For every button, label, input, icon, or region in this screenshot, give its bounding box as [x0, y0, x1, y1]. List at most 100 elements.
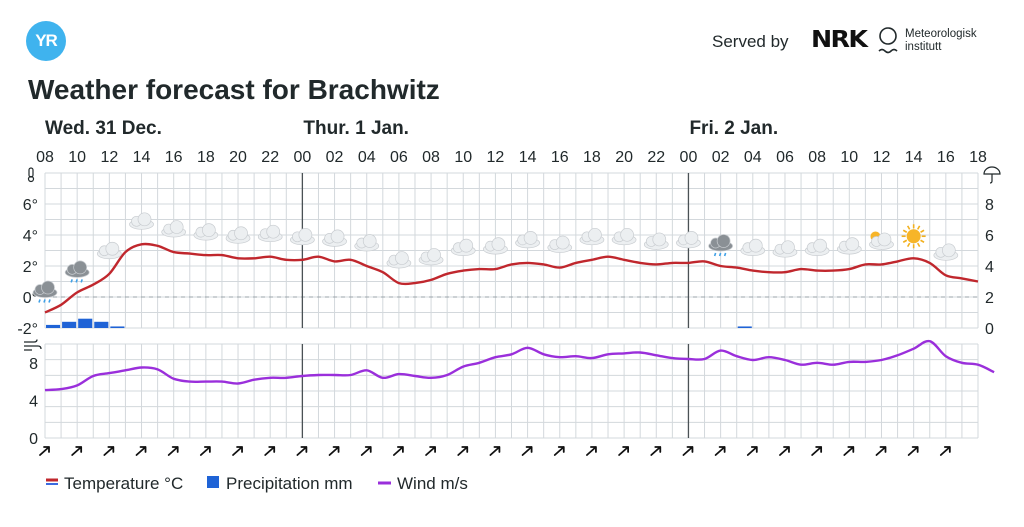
cloud-icon — [579, 227, 605, 246]
legend-wind: Wind m/s — [397, 474, 468, 493]
wind-arrow — [843, 446, 855, 456]
cloud-icon — [418, 248, 444, 266]
hour-label: 08 — [422, 149, 440, 166]
met-logo-icon[interactable] — [878, 26, 900, 60]
wind-arrow — [779, 446, 790, 456]
wind-line — [44, 339, 995, 392]
wind-arrow — [425, 446, 436, 456]
cloud-icon — [836, 237, 862, 255]
cloud-icon — [676, 231, 701, 249]
wind-axis-label: 0 — [29, 431, 38, 448]
hour-label: 22 — [647, 149, 665, 166]
hour-label: 10 — [68, 149, 86, 166]
cloud-icon — [354, 234, 380, 252]
wind-arrow — [586, 446, 597, 456]
cloud-icon — [547, 235, 573, 253]
cloud-icon — [193, 223, 219, 241]
legend-swatch-precipitation — [207, 476, 219, 488]
cloud-icon — [483, 237, 508, 255]
wind-arrow — [360, 446, 372, 456]
day-label: Wed. 31 Dec. — [45, 118, 162, 139]
wind-arrow — [167, 446, 179, 456]
umbrella-icon — [983, 166, 1001, 184]
yr-logo[interactable]: YR — [26, 21, 66, 61]
precipitation-axis-label: 4 — [985, 259, 994, 276]
temperature-axis-label: -2° — [17, 321, 38, 338]
cloud-icon — [772, 240, 798, 258]
thermometer-icon — [27, 167, 35, 183]
partly-sunny-icon — [869, 231, 894, 250]
rain-cloud-icon — [64, 260, 90, 283]
cloud-icon — [225, 226, 251, 244]
met-logo-text[interactable]: Meteorologisk institutt — [905, 28, 977, 54]
cloud-icon — [290, 227, 315, 246]
hour-label: 10 — [454, 149, 472, 166]
hour-label: 06 — [776, 149, 794, 166]
page-title: Weather forecast for Brachwitz — [28, 74, 440, 105]
day-label: Fri. 2 Jan. — [689, 118, 778, 139]
hour-label: 16 — [165, 149, 183, 166]
hour-label: 16 — [937, 149, 955, 166]
wind-arrow — [135, 446, 147, 456]
wind-arrow — [39, 446, 50, 456]
hour-label: 00 — [293, 149, 311, 166]
wind-arrow — [392, 446, 404, 456]
hour-label: 08 — [808, 149, 826, 166]
precipitation-bar — [62, 321, 77, 328]
cloud-icon — [161, 220, 187, 238]
legend-temperature: Temperature °C — [64, 474, 183, 493]
hour-label: 20 — [615, 149, 633, 166]
hour-label: 08 — [36, 149, 54, 166]
hour-label: 14 — [133, 149, 151, 166]
cloud-icon — [129, 212, 154, 230]
wind-arrow — [199, 446, 211, 456]
precipitation-bar — [94, 321, 109, 328]
wind-arrow — [103, 446, 115, 456]
hour-label: 16 — [551, 149, 569, 166]
served-by-label: Served by — [712, 32, 789, 51]
wind-arrow — [811, 446, 823, 456]
hour-label: 18 — [969, 149, 987, 166]
nrk-logo[interactable]: NRK — [811, 27, 868, 53]
precipitation-bar — [78, 318, 93, 328]
hour-label: 04 — [744, 149, 762, 166]
cloud-icon — [322, 229, 347, 247]
met-line-1: Meteorologisk — [905, 28, 977, 40]
cloud-icon — [740, 238, 766, 256]
temperature-axis-label: 2° — [23, 259, 38, 276]
wind-arrow — [296, 446, 308, 456]
hour-label: 10 — [840, 149, 858, 166]
wind-arrow — [939, 446, 951, 456]
hour-label: 14 — [905, 149, 923, 166]
wind-arrow — [682, 446, 694, 456]
hour-label: 18 — [583, 149, 601, 166]
wind-arrow — [521, 446, 533, 456]
wind-arrow — [618, 446, 630, 456]
precipitation-axis-label: 2 — [985, 290, 994, 307]
hour-label: 12 — [873, 149, 891, 166]
legend-precipitation: Precipitation mm — [226, 474, 353, 493]
cloud-icon — [643, 232, 669, 250]
wind-arrow — [71, 446, 83, 456]
cloud-icon — [386, 251, 412, 269]
temperature-line — [44, 242, 979, 314]
sun-icon — [901, 224, 926, 249]
precipitation-axis-label: 6 — [985, 228, 994, 245]
temperature-axis-label: 4° — [23, 228, 38, 245]
day-label: Thur. 1 Jan. — [303, 118, 409, 139]
wind-arrow — [746, 446, 758, 456]
cloud-icon — [515, 231, 540, 249]
wind-axis-label: 8 — [29, 356, 38, 373]
wind-arrow — [328, 446, 340, 456]
hour-label: 18 — [197, 149, 215, 166]
wind-arrow — [457, 446, 469, 456]
precipitation-bar — [737, 326, 752, 328]
precipitation-axis-label: 0 — [985, 321, 994, 338]
wind-arrow — [232, 446, 243, 456]
precipitation-bar — [110, 326, 125, 328]
wind-arrow — [264, 446, 276, 456]
wind-arrow — [714, 446, 726, 456]
hour-label: 12 — [100, 149, 118, 166]
wind-arrow — [907, 446, 919, 456]
rain-cloud-icon — [32, 280, 58, 303]
